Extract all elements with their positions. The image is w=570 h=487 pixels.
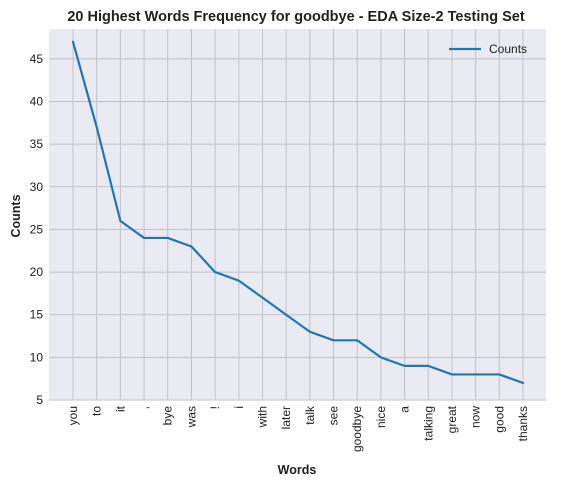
plot-area	[49, 29, 546, 400]
y-tick-label: 35	[30, 137, 44, 151]
x-tick-label: great	[445, 405, 459, 433]
x-tick-labels: you to it, bye was! i with later talk see goodbye n…	[66, 405, 530, 452]
x-tick-label: good	[492, 406, 506, 433]
legend-label: Counts	[489, 42, 527, 56]
y-tick-label: 40	[30, 94, 44, 108]
x-axis-label: Words	[278, 463, 317, 477]
x-tick-label: talking	[421, 406, 435, 441]
x-tick-label: i	[232, 406, 246, 409]
legend: Counts	[449, 42, 527, 56]
x-tick-label: it	[113, 405, 127, 412]
x-tick-label: with	[255, 406, 269, 428]
x-tick-label: was	[184, 406, 198, 428]
x-tick-label: goodbye	[350, 406, 364, 452]
x-tick-label: to	[90, 406, 104, 416]
y-tick-label: 45	[30, 52, 44, 66]
x-tick-label: now	[469, 406, 483, 428]
y-tick-label: 30	[30, 180, 44, 194]
x-tick-label: thanks	[516, 406, 530, 441]
y-tick-label: 20	[30, 265, 44, 279]
x-tick-label: !	[208, 406, 222, 409]
x-tick-label: talk	[303, 405, 317, 425]
y-tick-label: 10	[30, 350, 44, 364]
y-tick-label: 5	[36, 393, 43, 407]
x-tick-label: see	[327, 406, 341, 426]
chart-title: 20 Highest Words Frequency for goodbye -…	[67, 9, 525, 25]
grid-lines	[49, 29, 546, 401]
series-line	[71, 40, 525, 385]
x-tick-label: nice	[374, 406, 388, 428]
y-axis-label: Counts	[9, 194, 23, 237]
x-tick-label: bye	[161, 406, 175, 426]
y-tick-label: 25	[30, 222, 44, 236]
x-tick-label: a	[398, 406, 412, 413]
y-tick-labels: 5 10 15 20 25 30 35 40 45	[30, 52, 44, 407]
x-tick-label: you	[66, 406, 80, 425]
y-tick-label: 15	[30, 308, 44, 322]
x-tick-label: later	[279, 406, 293, 429]
series-layer	[71, 40, 525, 385]
x-tick-label: ,	[137, 406, 151, 409]
